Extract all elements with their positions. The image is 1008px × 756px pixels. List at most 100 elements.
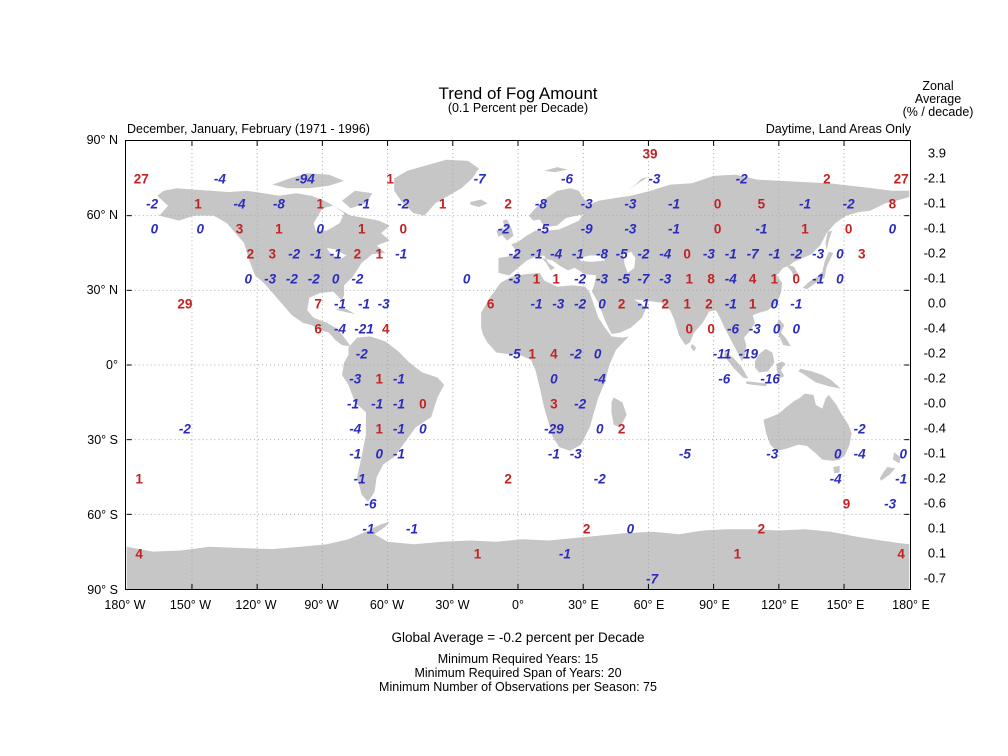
map-value-label: 2 bbox=[246, 246, 255, 261]
map-value-label: -1 bbox=[353, 471, 366, 486]
map-value-label: -1 bbox=[357, 296, 370, 311]
landmass bbox=[892, 452, 901, 464]
map-value-label: -1 bbox=[395, 246, 408, 261]
zonal-average-value: -0.4 bbox=[923, 420, 946, 435]
map-value-label: 1 bbox=[473, 546, 482, 561]
map-value-label: -2 bbox=[178, 421, 191, 436]
y-tick-label: 60° S bbox=[87, 508, 118, 522]
x-tick-label: 90° E bbox=[699, 598, 730, 612]
map-value-label: 2 bbox=[504, 196, 512, 211]
y-tick-label: 0° bbox=[106, 358, 118, 372]
x-tick-label: 60° E bbox=[633, 598, 665, 612]
map-value-label: 1 bbox=[528, 346, 536, 361]
landmass bbox=[335, 309, 356, 315]
chart-title: Trend of Fog Amount bbox=[438, 84, 598, 103]
map-value-label: -4 bbox=[659, 246, 672, 261]
map-value-label: 2 bbox=[504, 471, 512, 486]
map-value-label: -3 bbox=[659, 271, 672, 286]
map-value-label: 1 bbox=[532, 271, 541, 286]
zonal-average-value: -0.2 bbox=[923, 370, 946, 385]
map-value-label: -7 bbox=[637, 271, 650, 286]
map-value-label: -2 bbox=[574, 296, 587, 311]
map-value-label: -3 bbox=[624, 221, 637, 236]
map-value-label: 0 bbox=[550, 371, 558, 386]
zonal-average-value: 0.0 bbox=[927, 295, 946, 310]
map-value-label: -2 bbox=[307, 271, 320, 286]
map-value-layer: 39 27 -4 -94 1 -7 -6 -3 -2 2 27 -2 1 -4 -8 1 -1 -2 1 2 -8 -3-… bbox=[126, 141, 912, 591]
y-tick-label: 30° S bbox=[87, 433, 118, 447]
map-value-label: 0 bbox=[462, 271, 471, 286]
map-value-label: -1 bbox=[668, 221, 681, 236]
map-value-label: -11 bbox=[712, 346, 732, 361]
zonal-average-value: -0.2 bbox=[923, 345, 946, 360]
y-tick-label: 60° N bbox=[86, 208, 118, 222]
map-value-label: -3 bbox=[264, 271, 277, 286]
map-value-label: -2 bbox=[790, 246, 803, 261]
landmass bbox=[754, 348, 775, 373]
map-value-label: -7 bbox=[646, 571, 659, 586]
map-value-label: 9 bbox=[842, 496, 851, 511]
y-tick-label: 90° N bbox=[86, 133, 118, 147]
zonal-average-value: -0.4 bbox=[923, 320, 946, 335]
map-value-label: -5 bbox=[617, 271, 630, 286]
map-value-label: -6 bbox=[561, 171, 574, 186]
map-value-label: 0 bbox=[596, 421, 604, 436]
zonal-average-value: -0.6 bbox=[923, 495, 946, 510]
map-value-label: 2 bbox=[661, 296, 670, 311]
global-average-note: Global Average = -0.2 percent per Decade bbox=[391, 630, 645, 645]
x-tick-label: 180° W bbox=[104, 598, 146, 612]
landmass bbox=[879, 467, 896, 481]
map-value-label: 2 bbox=[582, 521, 591, 536]
landmass bbox=[157, 188, 390, 347]
landmass bbox=[611, 397, 627, 428]
map-value-label: -1 bbox=[637, 296, 650, 311]
inland-water bbox=[313, 205, 345, 231]
x-tick-label: 150° E bbox=[826, 598, 865, 612]
map-value-label: -1 bbox=[333, 296, 346, 311]
map-value-label: -2 bbox=[853, 421, 866, 436]
map-value-label: 1 bbox=[375, 246, 384, 261]
map-value-label: 2 bbox=[823, 171, 831, 186]
map-value-label: 8 bbox=[888, 196, 897, 211]
map-value-label: -2 bbox=[574, 271, 587, 286]
zonal-average-value: 0.1 bbox=[927, 520, 946, 535]
map-value-label: 0 bbox=[836, 246, 844, 261]
map-value-label: 3 bbox=[858, 246, 866, 261]
x-tick-label: 0° bbox=[512, 598, 524, 612]
map-value-label: -3 bbox=[766, 446, 779, 461]
map-value-label: 0 bbox=[713, 196, 722, 211]
map-value-label: -1 bbox=[790, 296, 803, 311]
map-value-label: -1 bbox=[768, 246, 781, 261]
landmass bbox=[544, 167, 568, 173]
map-value-label: -2 bbox=[285, 271, 298, 286]
map-value-label: -1 bbox=[392, 421, 405, 436]
map-value-label: -1 bbox=[724, 246, 737, 261]
map-value-label: -2 bbox=[397, 196, 410, 211]
map-value-label: -2 bbox=[146, 196, 159, 211]
landmass bbox=[498, 174, 910, 362]
map-value-label: -8 bbox=[595, 246, 608, 261]
map-value-label: 0 bbox=[331, 271, 340, 286]
map-value-label: 1 bbox=[685, 271, 694, 286]
landmass bbox=[470, 199, 488, 208]
map-value-label: 7 bbox=[314, 296, 322, 311]
map-value-label: 6 bbox=[486, 296, 495, 311]
map-value-label: -2 bbox=[351, 271, 364, 286]
chart-subtitle: (0.1 Percent per Decade) bbox=[447, 101, 589, 115]
map-value-label: 3 bbox=[235, 221, 244, 236]
min-span-note: Minimum Required Span of Years: 20 bbox=[414, 666, 622, 680]
map-value-label: -3 bbox=[508, 271, 521, 286]
map-value-label: -1 bbox=[349, 446, 362, 461]
map-value-label: 2 bbox=[617, 296, 626, 311]
map-value-label: 3 bbox=[550, 396, 558, 411]
map-value-label: -4 bbox=[333, 321, 346, 336]
zonal-average-value: -0.1 bbox=[923, 195, 946, 210]
map-value-label: 0 bbox=[792, 271, 801, 286]
map-value-label: 4 bbox=[897, 546, 905, 561]
map-value-label: -2 bbox=[735, 171, 748, 186]
x-tick-label: 120° W bbox=[235, 598, 277, 612]
map-value-label: 0 bbox=[770, 296, 779, 311]
map-value-label: -3 bbox=[748, 321, 761, 336]
map-value-label: -19 bbox=[738, 346, 759, 361]
